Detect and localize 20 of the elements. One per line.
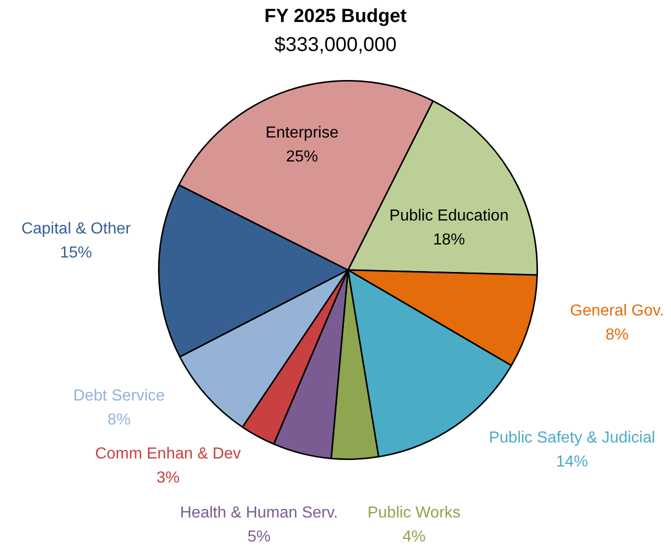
slice-label: Public Education xyxy=(389,207,509,224)
data-label: 8% xyxy=(107,411,131,428)
data-label: 4% xyxy=(402,528,426,546)
chart-title: FY 2025 Budget xyxy=(263,6,408,28)
chart-subtitle: $333,000,000 xyxy=(273,34,398,57)
slice-label: Health & Human Serv. xyxy=(180,504,338,522)
data-label: 25% xyxy=(286,148,318,166)
slice-label: Public Safety & Judicial xyxy=(488,429,656,446)
slice-label: Capital & Other xyxy=(21,220,132,238)
slice-label: Public Works xyxy=(367,504,461,522)
data-label: 5% xyxy=(247,528,271,546)
slice-label: Comm Enhan & Dev xyxy=(95,445,241,462)
slice-label: Debt Service xyxy=(73,387,165,404)
data-label: 8% xyxy=(605,326,629,344)
slice-label: General Gov. xyxy=(570,302,664,320)
data-label: 18% xyxy=(432,231,466,248)
data-label: 14% xyxy=(556,453,588,470)
data-label: 3% xyxy=(156,469,180,486)
data-label: 15% xyxy=(60,244,92,262)
slice-label: Enterprise xyxy=(266,124,339,142)
